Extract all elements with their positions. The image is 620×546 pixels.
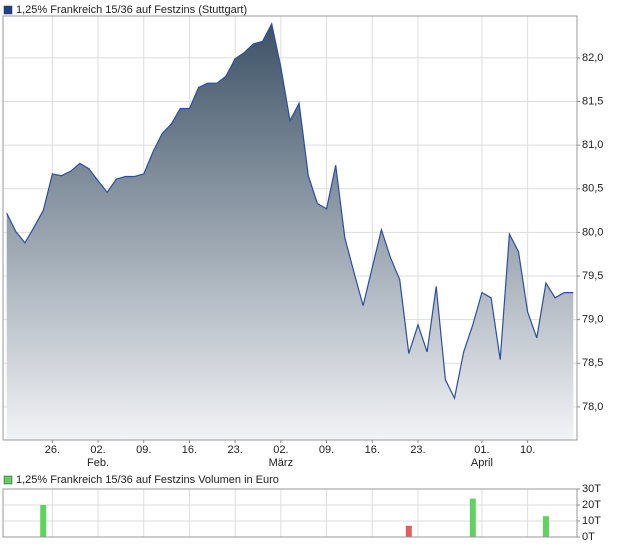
x-month-label: März [269,457,293,469]
y-tick-label: 78,5 [582,357,603,369]
x-tick-label: 10. [520,444,535,456]
plot-background [3,489,577,537]
x-tick-label: 02. [90,444,105,456]
volume-bar [542,516,549,537]
y-tick-label: 78,0 [582,401,603,413]
x-tick-label: 26. [45,444,60,456]
x-month-label: April [471,457,493,469]
y-tick-label: 80,5 [582,183,603,195]
y-tick-label: 81,5 [582,95,603,107]
legend-swatch [3,475,13,485]
x-tick-label: 16. [182,444,197,456]
volume-bar [469,498,476,537]
volume-bar [405,525,412,537]
plot-border [2,488,578,538]
x-tick-label: 02. [273,444,288,456]
volume-bar [40,505,47,537]
x-tick-label: 09. [136,444,151,456]
y-tick-label: 80,0 [582,226,603,238]
x-tick-label: 16. [365,444,380,456]
plot-border [2,15,578,441]
x-tick-label: 23. [410,444,425,456]
legend-label: 1,25% Frankreich 15/36 auf Festzins Volu… [16,474,279,486]
x-tick-label: 23. [228,444,243,456]
y-tick-label: 79,0 [582,314,603,326]
x-month-label: Feb. [87,457,109,469]
y-tick-label: 82,0 [582,52,603,64]
y-tick-label: 79,5 [582,270,603,282]
y-tick-label: 0T [582,531,595,543]
x-tick-label: 09. [319,444,334,456]
x-tick-label: 01. [474,444,489,456]
legend-swatch [3,5,13,15]
area-fill [6,23,574,441]
legend-label: 1,25% Frankreich 15/36 auf Festzins (Stu… [16,4,247,16]
y-tick-label: 81,0 [582,139,603,151]
y-tick-label: 20T [582,499,601,511]
price-line [6,22,574,400]
y-tick-label: 10T [582,515,601,527]
y-tick-label: 30T [582,483,601,495]
